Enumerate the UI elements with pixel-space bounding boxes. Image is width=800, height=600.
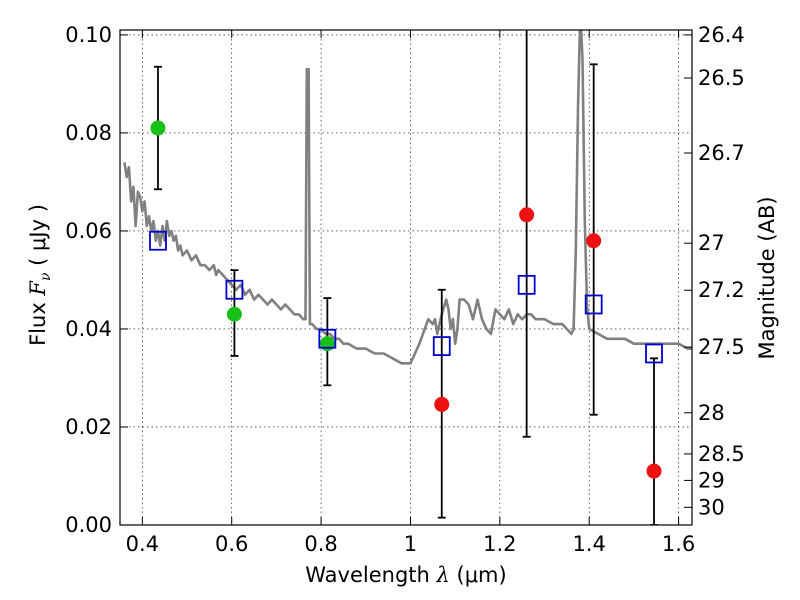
data-point-green [226,306,242,322]
model-bandpass-square [149,230,167,251]
x-axis-title: Wavelength λ (μm) [305,563,506,587]
model-bandpass-square [584,294,603,315]
x-tick-label: 0.6 [215,532,248,556]
data-point-green [150,120,166,136]
x-tick-label: 1.6 [662,532,695,556]
y2-tick-label: 28.5 [698,442,745,466]
y2-tick-label: 27.5 [698,335,745,359]
data-point-red [434,396,450,412]
y2-tick-label: 29 [698,468,725,492]
y2-tick-label: 26.7 [698,141,745,165]
plot-frame [119,29,693,526]
model-spectrum-line [123,30,692,365]
y2-tick-label: 26.4 [698,23,745,47]
y-tick-label: 0.06 [65,219,112,243]
model-spectrum [123,30,692,365]
y-tick-label: 0.00 [65,513,112,537]
x-tick-label: 1.4 [573,532,606,556]
data-point-red [519,207,535,223]
y-tick-label: 0.10 [65,23,112,47]
model-bandpass-square [432,336,451,357]
axis-ticks: 0.4 0.6 0.8 1 1.2 1.4 1.6 0.00 0.02 0.04 0.06 0.08 0… [65,23,745,556]
x-tick-label: 0.8 [304,532,337,556]
y-tick-label: 0.08 [65,121,112,145]
model-bandpass-markers [149,230,663,364]
x-tick-label: 0.4 [126,532,159,556]
y2-tick-label: 27 [698,231,725,255]
y-axis-title: Flux Fν ( μJy ) [26,204,54,346]
y-tick-label: 0.02 [65,415,112,439]
y2-tick-label: 26.5 [698,66,745,90]
x-tick-label: 1.2 [483,532,516,556]
y2-tick-label: 27.2 [698,278,745,302]
y2-tick-label: 30 [698,495,725,519]
data-point-green [319,336,335,352]
y2-axis-title: Magnitude (AB) [755,196,779,359]
grid-lines [120,30,692,526]
model-bandpass-square [318,328,337,349]
data-point-red [586,233,602,249]
y-tick-label: 0.04 [65,317,112,341]
data-point-red [646,463,662,479]
model-bandpass-square [517,274,536,295]
model-bandpass-square [225,279,244,300]
x-tick-label: 1 [404,532,417,556]
y2-tick-label: 28 [698,401,725,425]
model-bandpass-square [645,343,663,364]
